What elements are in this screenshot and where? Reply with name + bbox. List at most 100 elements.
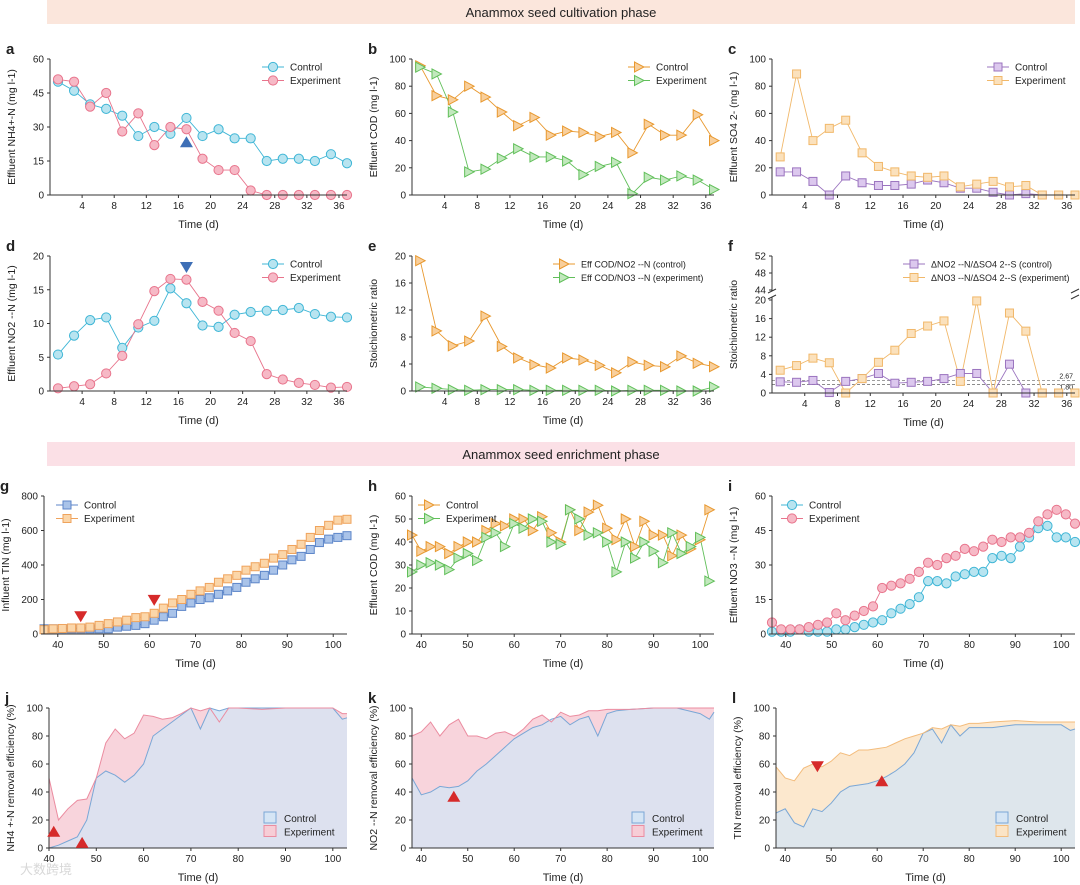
data-point [639, 536, 651, 548]
legend-label: Control [284, 814, 316, 825]
panel-letter: l [732, 690, 736, 707]
data-point [939, 316, 949, 326]
data-point [692, 108, 704, 121]
legend-swatch [263, 825, 277, 837]
data-point [204, 582, 214, 592]
x-tick-label: 4 [79, 201, 85, 212]
y-tick-label: 40 [759, 788, 771, 799]
data-point [611, 126, 623, 139]
data-point [415, 61, 427, 73]
data-point [676, 350, 688, 362]
event-marker [75, 836, 89, 848]
data-point [131, 620, 141, 630]
y-tick-label: 15 [755, 595, 767, 606]
y-tick-label: 40 [395, 538, 407, 549]
data-point [293, 153, 304, 164]
data-point [149, 315, 160, 326]
data-point [67, 623, 77, 633]
legend-label: Experiment [652, 828, 703, 839]
y-tick-label: 60 [755, 109, 767, 120]
data-point [959, 543, 970, 555]
chart-k: k 40 50 60 70 80 90 100 0 20 40 60 80 100 Time (d) NO2 … [368, 690, 715, 884]
data-point [333, 532, 343, 542]
x-tick-label: 60 [872, 640, 884, 651]
data-point [259, 558, 269, 568]
y-tick-label: 45 [755, 526, 767, 537]
axis-break-mark [1070, 294, 1080, 300]
legend-label: Control [290, 63, 322, 74]
x-tick-label: 28 [269, 201, 281, 212]
x-tick-label: 8 [475, 201, 481, 212]
data-point [890, 378, 900, 388]
y-tick-label: 16 [755, 314, 767, 325]
x-tick-label: 20 [570, 397, 582, 408]
data-point [704, 503, 716, 516]
data-point [296, 539, 306, 549]
data-point [1021, 189, 1031, 199]
data-point [594, 130, 606, 143]
y-tick-label: 100 [749, 55, 766, 66]
data-point [792, 377, 802, 387]
data-point [529, 358, 541, 371]
data-point [709, 134, 721, 147]
cultivation-phase-banner: Anammox seed cultivation phase [47, 0, 1075, 24]
event-marker [147, 594, 161, 606]
data-point [873, 180, 883, 190]
x-tick-label: 20 [930, 201, 942, 212]
data-point [518, 513, 530, 525]
data-point [85, 379, 96, 390]
data-point [149, 608, 159, 618]
y-tick-label: 44 [755, 286, 767, 297]
y-tick-label: 20 [395, 584, 407, 595]
data-point [278, 560, 288, 570]
data-point [186, 598, 196, 608]
x-tick-label: 16 [537, 397, 549, 408]
legend-marker [993, 76, 1003, 85]
data-point [165, 283, 176, 294]
data-point [922, 557, 934, 568]
data-point [867, 617, 879, 628]
x-axis-label: Time (d) [178, 219, 219, 231]
data-point [709, 183, 721, 196]
data-point [229, 327, 240, 339]
data-point [611, 156, 623, 169]
x-tick-label: 90 [648, 640, 660, 651]
data-point [324, 534, 334, 544]
data-point [840, 624, 851, 635]
y-tick-label: 4 [760, 370, 766, 381]
data-point [269, 565, 279, 575]
legend: Control Experiment [628, 61, 707, 87]
chart-a: a 4 8 12 16 20 24 28 32 36 0 15 30 45 60 Time (d) Efflue… [6, 41, 353, 231]
legend-marker [634, 74, 646, 87]
data-point [824, 358, 834, 368]
x-axis-label: Time (d) [543, 872, 584, 884]
data-point [131, 613, 141, 623]
data-point [676, 547, 688, 560]
x-axis-label: Time (d) [178, 415, 219, 427]
data-point [1004, 182, 1014, 192]
data-point [630, 552, 642, 564]
data-point [447, 106, 459, 118]
data-point [447, 383, 459, 396]
data-point [453, 540, 465, 553]
x-tick-label: 80 [964, 854, 976, 865]
data-point [972, 179, 982, 189]
x-tick-label: 16 [173, 397, 185, 408]
data-point [431, 68, 443, 80]
panel-letter: e [368, 238, 376, 255]
x-tick-label: 32 [668, 201, 680, 212]
data-point [546, 536, 558, 548]
y-axis-label: Effluent NH4+-N (mg l-1) [6, 69, 18, 185]
legend-swatch [631, 811, 645, 824]
panel-letter: h [368, 478, 377, 495]
y-axis-label: Effluent COD (mg l-1) [368, 515, 380, 616]
data-point [101, 312, 112, 323]
data-point [425, 540, 437, 553]
data-point [987, 534, 998, 545]
data-point [101, 87, 112, 99]
data-point [643, 359, 655, 372]
data-point [574, 513, 586, 525]
data-point [94, 620, 104, 630]
data-point [906, 179, 916, 189]
y-tick-label: 200 [21, 595, 38, 606]
